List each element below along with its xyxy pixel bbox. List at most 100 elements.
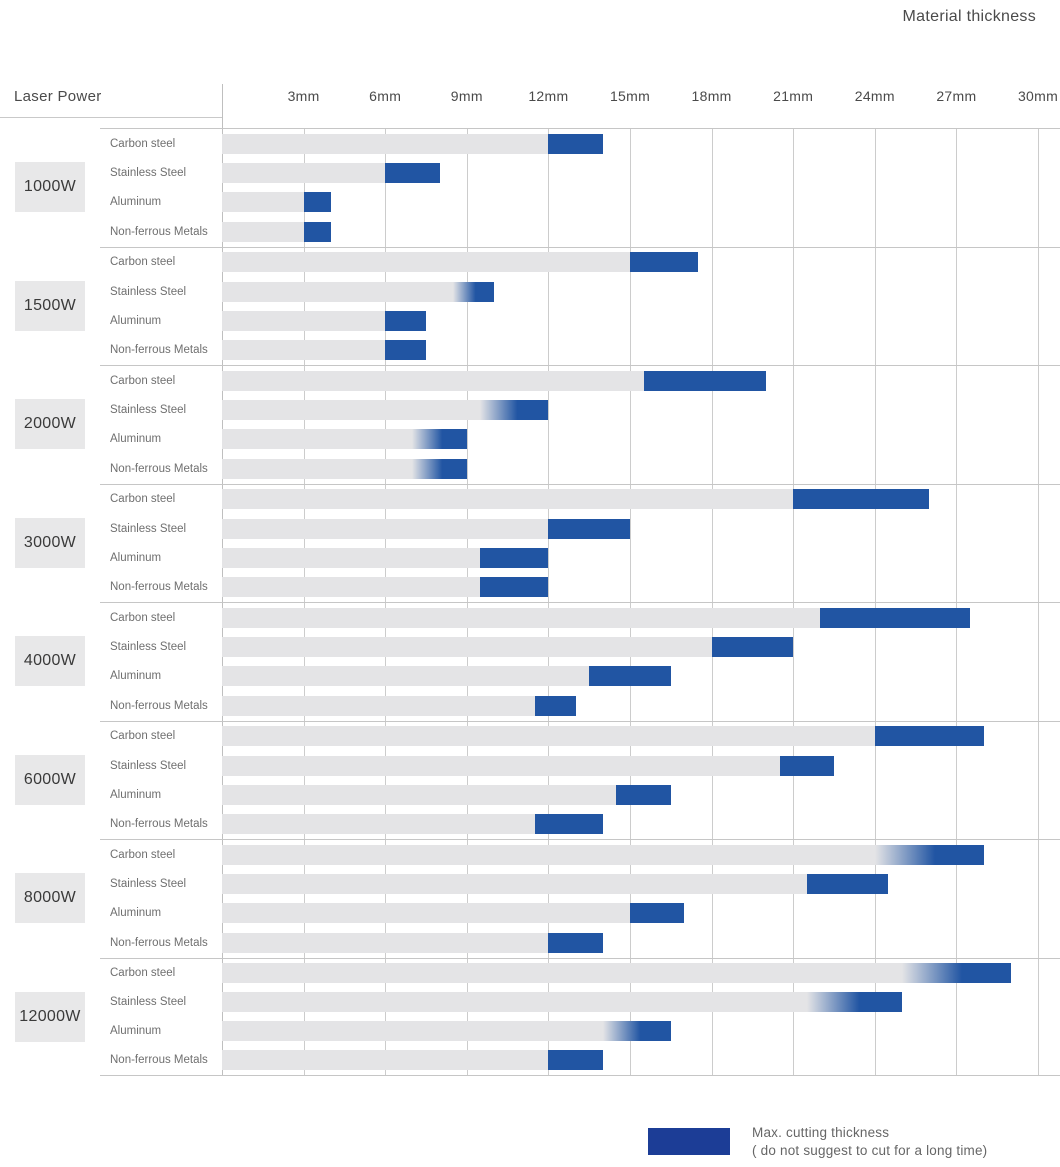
max-cutting-bar (480, 400, 549, 421)
max-cutting-bar (480, 547, 549, 568)
bar-track (222, 281, 1060, 302)
suggested-range-bar (222, 932, 549, 953)
max-cutting-bar (534, 814, 603, 835)
max-cutting-bar (385, 163, 440, 184)
material-label: Carbon steel (110, 967, 176, 980)
max-cutting-bar (820, 607, 970, 628)
material-row: Carbon steel (100, 840, 1060, 869)
material-label: Stainless Steel (110, 759, 187, 772)
material-label: Carbon steel (110, 611, 176, 624)
suggested-range-bar (222, 784, 617, 805)
power-group: 6000W Carbon steel Stainless Steel Aluminum… (0, 720, 1060, 840)
max-cutting-bar (412, 458, 467, 479)
material-row: Stainless Steel (100, 158, 1060, 187)
material-label: Aluminum (110, 1025, 162, 1038)
material-row: Carbon steel (100, 722, 1060, 751)
material-row: Stainless Steel (100, 514, 1060, 543)
bar-track (222, 784, 1060, 805)
bar-track (222, 547, 1060, 568)
power-group-body: Carbon steel Stainless Steel Aluminum Non-f… (100, 839, 1060, 958)
material-label: Non-ferrous Metals (110, 344, 208, 357)
bar-track (222, 903, 1060, 924)
power-group: 3000W Carbon steel Stainless Steel Aluminum… (0, 483, 1060, 603)
bar-track (222, 252, 1060, 273)
suggested-range-bar (222, 695, 535, 716)
suggested-range-bar (222, 370, 644, 391)
material-label: Carbon steel (110, 374, 176, 387)
bar-track (222, 163, 1060, 184)
material-row: Non-ferrous Metals (100, 217, 1060, 246)
power-cell: 6000W (0, 721, 100, 840)
power-label-box: 6000W (7, 744, 85, 805)
material-row: Carbon steel (100, 485, 1060, 514)
suggested-range-bar (222, 458, 467, 479)
axis-tick-label: 30mm (1017, 88, 1059, 104)
max-cutting-bar (548, 932, 603, 953)
material-label: Aluminum (110, 788, 162, 801)
legend-line2: ( do not suggest to cut for a long time) (752, 1143, 988, 1159)
bar-track (222, 458, 1060, 479)
material-label: Stainless Steel (110, 285, 187, 298)
power-group-body: Carbon steel Stainless Steel Aluminum Non-f… (100, 957, 1060, 1076)
material-row: Carbon steel (100, 959, 1060, 988)
max-cutting-bar (303, 221, 331, 242)
power-cell: 12000W (0, 958, 100, 1077)
max-cutting-bar (643, 370, 766, 391)
axis-tick-label: 9mm (450, 88, 483, 104)
material-label: Stainless Steel (110, 167, 187, 180)
power-label: 3000W (23, 533, 77, 551)
material-row: Aluminum (100, 662, 1060, 691)
suggested-range-bar (222, 252, 630, 273)
power-group: 1000W Carbon steel Stainless Steel Aluminum… (0, 128, 1060, 247)
max-cutting-bar (793, 489, 930, 510)
power-label: 2000W (23, 415, 77, 433)
bar-track (222, 932, 1060, 953)
bar-track (222, 874, 1060, 895)
legend-color-swatch (648, 1128, 730, 1155)
y-axis-label: Laser Power (14, 88, 102, 105)
material-row: Non-ferrous Metals (100, 691, 1060, 720)
power-label-box: 1000W (7, 152, 85, 213)
suggested-range-bar (222, 518, 549, 539)
material-label: Carbon steel (110, 256, 176, 269)
suggested-range-bar (222, 133, 549, 154)
bar-track (222, 963, 1060, 984)
power-label-box: 1500W (7, 270, 85, 331)
material-label: Aluminum (110, 314, 162, 327)
max-cutting-bar (616, 784, 671, 805)
suggested-range-bar (222, 844, 984, 865)
max-cutting-bar (711, 637, 794, 658)
bar-track (222, 992, 1060, 1013)
legend-text: Max. cutting thickness ( do not suggest … (752, 1124, 987, 1160)
material-label: Carbon steel (110, 848, 176, 861)
suggested-range-bar (222, 1050, 549, 1071)
power-group-body: Carbon steel Stainless Steel Aluminum Non-f… (100, 365, 1060, 484)
material-row: Aluminum (100, 543, 1060, 572)
axis-tick-label: 18mm (691, 88, 732, 104)
suggested-range-bar (222, 310, 386, 331)
bar-track (222, 429, 1060, 450)
power-label: 8000W (23, 889, 77, 907)
max-cutting-bar (412, 429, 467, 450)
material-label: Carbon steel (110, 493, 176, 506)
power-label-box: 8000W (7, 863, 85, 924)
power-group-body: Carbon steel Stainless Steel Aluminum Non-f… (100, 246, 1060, 366)
power-label: 1500W (23, 296, 77, 314)
material-label: Stainless Steel (110, 522, 187, 535)
material-row: Non-ferrous Metals (100, 454, 1060, 483)
bar-track (222, 310, 1060, 331)
bar-track (222, 607, 1060, 628)
suggested-range-bar (222, 992, 902, 1013)
power-label-box: 3000W (7, 507, 85, 568)
axis-tick-label: 24mm (854, 88, 895, 104)
bar-track (222, 814, 1060, 835)
power-group: 1500W Carbon steel Stainless Steel Aluminum… (0, 246, 1060, 366)
suggested-range-bar (222, 726, 875, 747)
power-group: 12000W Carbon steel Stainless Steel Aluminu… (0, 957, 1060, 1077)
bar-track (222, 518, 1060, 539)
power-group-body: Carbon steel Stainless Steel Aluminum Non-f… (100, 720, 1060, 840)
suggested-range-bar (222, 814, 535, 835)
max-cutting-bar (902, 963, 1011, 984)
bar-track (222, 221, 1060, 242)
